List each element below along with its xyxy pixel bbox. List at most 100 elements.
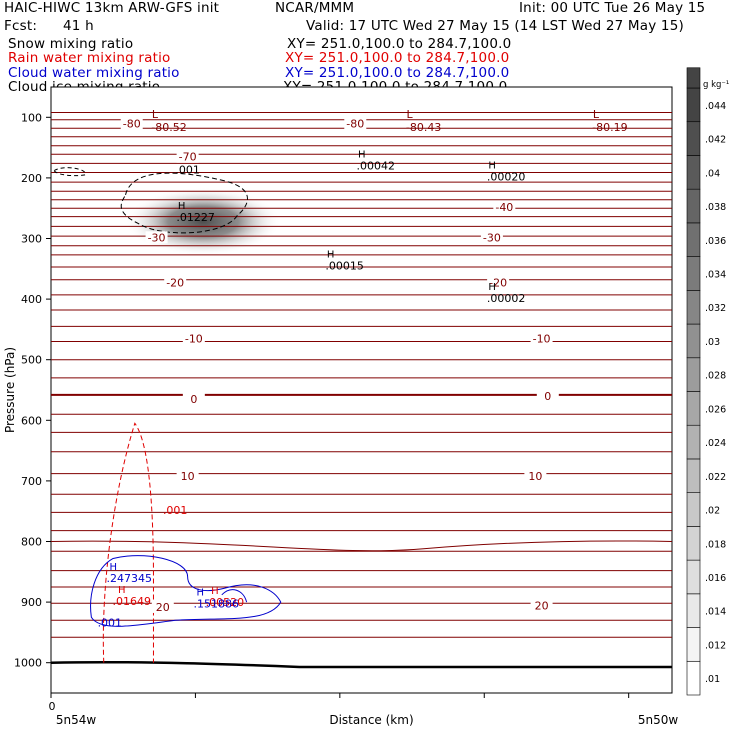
colorbar-label: .012 [705,640,726,651]
colorbar-label: .018 [705,539,726,550]
snow-contour-label: .001 [175,164,200,177]
snow-max-value: .00002 [487,292,526,305]
snow-max-letter: H [488,161,496,172]
snow-max-letter: H [488,282,496,293]
rain-contour [102,422,154,663]
snow-max-letter: H [178,201,186,212]
colorbar-segment [686,357,701,392]
isotherm-label: 20 [156,601,170,614]
cloud-water-contour [90,555,282,627]
isotherm-label-bg [480,231,503,244]
cloud-max-letter: H [196,587,204,598]
y-tick-label: 800 [21,536,42,549]
y-tick-label: 700 [21,475,42,488]
init-time: Init: 00 UTC Tue 26 May 15 [519,0,706,16]
isotherm-label-bg [487,276,510,289]
field-name-cloud-water: Cloud water mixing ratio [8,65,180,81]
colorbar-segment [686,155,701,190]
colorbar-label: .022 [705,472,726,483]
colorbar-label: .02 [705,506,720,517]
temperature-min-letter: L [407,108,414,121]
isotherm-label-bg [530,332,553,345]
snow-contour-small [53,167,86,177]
center-label: NCAR/MMM [275,0,355,16]
isotherm-label: -30 [148,231,166,244]
isotherm-label: 10 [181,470,195,483]
rain-contour-label: .001 [163,504,188,517]
isotherm-label: -20 [166,277,184,290]
colorbar-segment [686,121,701,156]
colorbar-label: .044 [705,101,726,112]
isotherm-label: 0 [190,393,197,406]
colorbar-label: .04 [705,168,720,179]
temperature-min-value: -80.19 [592,121,627,134]
y-tick-label: 1000 [14,657,42,670]
isotherm-label: -80 [346,117,364,130]
isotherm-label-bg [344,117,367,130]
field-name-rain: Rain water mixing ratio [8,50,171,66]
colorbar-label: .036 [705,236,726,247]
y-tick-label: 200 [21,172,42,185]
y-tick-label: 500 [21,354,42,367]
plot-content [51,111,672,669]
isotherm-label-bg [536,390,559,403]
cloud-contour-label: .001 [98,616,123,629]
snow-max-value: .00042 [356,160,395,173]
x-left-label: 5n54w [56,713,97,727]
colorbar-label: .014 [705,607,726,618]
colorbar-segment [686,559,701,595]
colorbar-segment [686,458,701,493]
isotherm-label: -20 [489,277,507,290]
temperature-min-value: -80.52 [151,121,186,134]
isotherm-label-bg [164,276,187,289]
isotherm-line-wavy [51,540,672,552]
field-xy-rain: XY= 251.0,100.0 to 284.7,100.0 [285,50,510,66]
rain-max-value: .00520 [206,596,245,609]
cloud-max-value: .151886 [194,597,240,610]
colorbar-segment [686,526,701,561]
model-title: HAIC-HIWC 13km ARW-GFS init [4,0,220,16]
temperature-min-letter: L [152,108,159,121]
colorbar-segment [686,593,701,628]
temperature-min-value: -80.43 [406,121,441,134]
field-name-snow: Snow mixing ratio [8,36,134,52]
isotherm-label: 20 [535,600,549,613]
colorbar-label: .024 [705,438,726,449]
isotherm-label: -80 [123,117,141,130]
temperature-min-letter: L [593,108,600,121]
snow-max-letter: H [358,150,366,161]
colorbar-label: .032 [705,303,726,314]
rain-max-letter: H [211,586,219,597]
isotherm-label: 0 [544,390,551,403]
colorbar-segment [686,660,701,696]
colorbar-segment [686,323,701,359]
colorbar-segment [686,424,701,460]
plot-frame [50,86,673,694]
rain-max-letter: H [118,585,126,596]
valid-time: Valid: 17 UTC Wed 27 May 15 (14 LST Wed … [306,18,684,34]
isotherm-label-bg [176,150,199,163]
x-axis-label: Distance (km) [329,713,413,727]
y-tick-label: 100 [21,111,42,124]
isotherm-label-bg [151,600,174,613]
snow-max-value: .00020 [487,171,526,184]
colorbar-segment [686,492,701,527]
forecast-label: Fcst: [4,18,38,34]
colorbar-segment [686,188,701,224]
isotherm-label-bg [524,470,547,483]
y-tick-label: 900 [21,596,42,609]
y-tick-label: 300 [21,233,42,246]
isotherm-label-bg [120,117,143,130]
x-right-label: 5n50w [638,713,679,727]
colorbar-label: .042 [705,135,726,146]
colorbar-label: .03 [705,337,720,348]
isotherm-label: -10 [533,332,551,345]
colorbar-label: .028 [705,371,726,382]
cloud-max-value: .247345 [107,572,153,585]
cloud-water-contour-inner [221,589,248,603]
surface-line [51,660,672,669]
isotherm-label: -10 [185,332,203,345]
isotherm-label: -40 [495,201,513,214]
colorbar-segment [686,87,701,123]
